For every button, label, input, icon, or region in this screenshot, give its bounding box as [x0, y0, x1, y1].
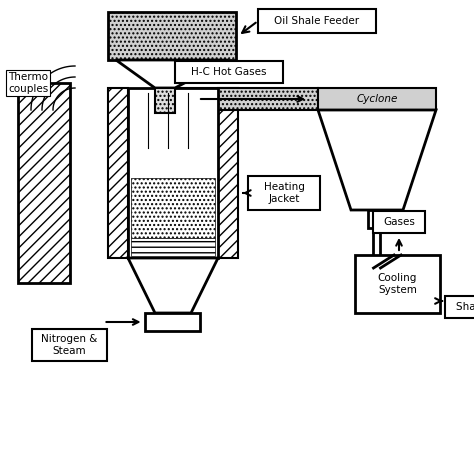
Bar [128, 88, 218, 258]
Polygon shape [128, 258, 218, 313]
Bar [108, 12, 236, 60]
Text: Shale Oil: Shale Oil [456, 302, 474, 312]
Text: Cooling
System: Cooling System [378, 273, 417, 295]
Bar [175, 61, 283, 83]
Bar [108, 88, 128, 258]
Polygon shape [116, 60, 228, 88]
Bar [318, 88, 436, 110]
Text: Gases: Gases [383, 217, 415, 227]
Bar [18, 83, 70, 283]
Text: Cyclone: Cyclone [356, 94, 398, 104]
Bar [146, 313, 201, 331]
Text: Nitrogen &
Steam: Nitrogen & Steam [41, 334, 98, 356]
Bar [218, 88, 238, 258]
Bar [131, 238, 215, 256]
Bar [248, 176, 320, 210]
Text: Thermo
couples: Thermo couples [8, 72, 48, 94]
Bar [355, 255, 440, 313]
Polygon shape [318, 110, 436, 210]
Bar [155, 88, 175, 113]
Bar [368, 210, 386, 228]
Bar [131, 178, 215, 238]
Bar [258, 9, 376, 33]
Bar [373, 211, 425, 233]
Text: H-C Hot Gases: H-C Hot Gases [191, 67, 267, 77]
Bar [445, 296, 474, 318]
Text: Oil Shale Feeder: Oil Shale Feeder [274, 16, 360, 26]
Bar [178, 88, 318, 110]
Bar [32, 329, 107, 361]
Text: Heating
Jacket: Heating Jacket [264, 182, 304, 204]
